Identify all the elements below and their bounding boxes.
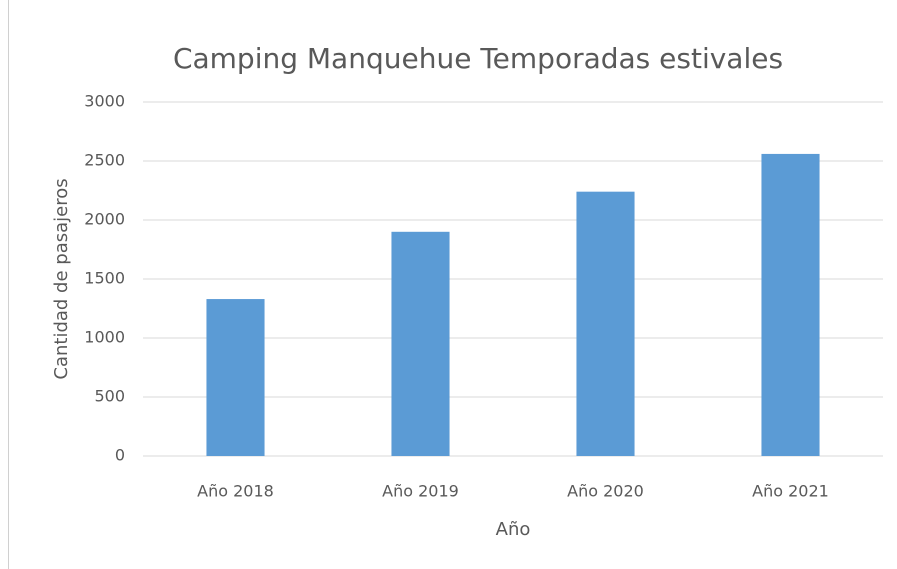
x-tick-label: Año 2018 (197, 482, 274, 501)
x-tick-label: Año 2021 (752, 482, 829, 501)
y-tick-label: 500 (94, 387, 125, 406)
y-tick-label: 1500 (84, 269, 125, 288)
x-axis-title: Año (496, 519, 531, 540)
x-tick-label: Año 2019 (382, 482, 459, 501)
x-tick-label: Año 2020 (567, 482, 644, 501)
y-axis-title: Cantidad de pasajeros (51, 178, 72, 379)
y-tick-label: 0 (115, 446, 125, 465)
y-tick-label: 1000 (84, 328, 125, 347)
y-tick-label: 2500 (84, 151, 125, 170)
chart-title: Camping Manquehue Temporadas estivales (173, 42, 783, 75)
bar (206, 299, 265, 456)
y-tick-label: 3000 (84, 92, 125, 111)
bar (391, 231, 450, 456)
y-tick-label: 2000 (84, 210, 125, 229)
bar (761, 153, 820, 457)
bar (576, 191, 635, 456)
